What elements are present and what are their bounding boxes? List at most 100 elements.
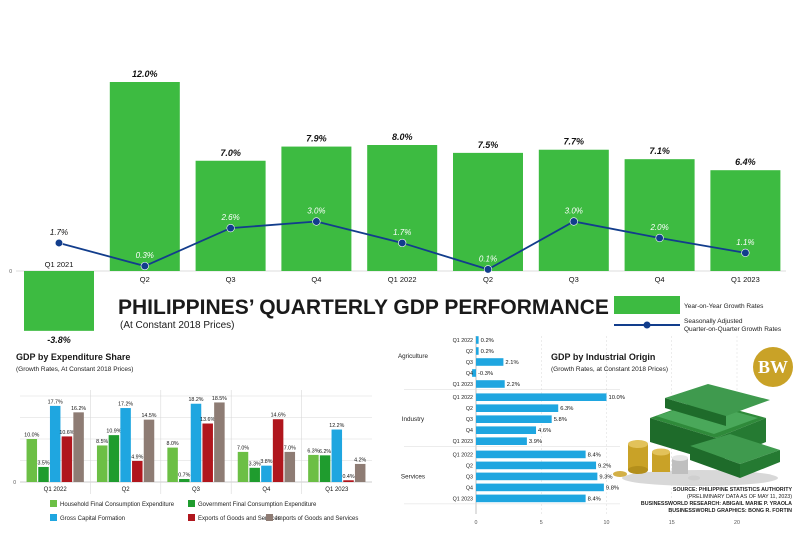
expenditure-value-label: 10.6%	[59, 430, 74, 436]
expenditure-legend-label: Government Final Consumption Expenditure	[198, 502, 317, 508]
expenditure-value-label: 0.7%	[178, 472, 190, 478]
credits-graphics: BUSINESSWORLD GRAPHICS: BONG R. FORTIN	[668, 508, 792, 514]
industry-value-label: -0.3%	[478, 371, 493, 377]
expenditure-value-label: 8.5%	[96, 439, 108, 445]
expenditure-bar	[343, 480, 354, 482]
industry-bar	[476, 461, 597, 470]
expenditure-bar	[143, 419, 155, 482]
qoq-marker	[54, 238, 64, 248]
legend-yoy-label: Year-on-Year Growth Rates	[684, 303, 764, 310]
expenditure-bar	[237, 451, 249, 482]
expenditure-category-label: Q4	[262, 487, 271, 493]
qoq-marker	[312, 217, 321, 226]
qoq-value-label: 0.1%	[479, 254, 497, 263]
industry-group-label: Industry	[402, 416, 425, 423]
expenditure-legend-label: Gross Capital Formation	[60, 516, 125, 522]
industry-row-label: Q1 2022	[453, 338, 473, 344]
industry-value-label: 0.2%	[481, 338, 494, 344]
expenditure-bar	[108, 435, 120, 482]
industry-value-label: 9.2%	[598, 463, 611, 469]
industry-title: GDP by Industrial Origin	[551, 352, 655, 362]
page-title: PHILIPPINES’ QUARTERLY GDP PERFORMANCE	[118, 296, 609, 319]
expenditure-bar	[190, 403, 202, 482]
industry-row-label: Q2	[466, 463, 473, 469]
expenditure-legend-swatch	[188, 514, 195, 521]
industry-row-label: Q4	[466, 485, 473, 491]
industry-bar	[476, 347, 479, 355]
credits-source: SOURCE: PHILIPPINE STATISTICS AUTHORITY	[672, 487, 792, 493]
yoy-value-label: 7.1%	[649, 146, 670, 156]
credits-source-note: (PRELIMINARY DATA AS OF MAY 11, 2023)	[687, 494, 792, 500]
industry-tick-label: 20	[734, 520, 740, 526]
expenditure-zero-label: 0	[13, 480, 16, 486]
industry-row-label: Q4	[466, 371, 473, 377]
expenditure-category-label: Q1 2022	[44, 487, 68, 493]
expenditure-value-label: 6.3%	[307, 448, 319, 454]
industry-value-label: 0.2%	[481, 349, 494, 355]
yoy-bar	[538, 149, 609, 271]
quarter-category-label: Q4	[655, 275, 665, 284]
legend-qoq-label-1: Seasonally Adjusted	[684, 318, 743, 325]
qoq-marker	[140, 261, 149, 271]
industry-bar	[472, 369, 476, 377]
industry-tick-label: 0	[475, 520, 478, 526]
expenditure-value-label: 7.0%	[237, 445, 249, 451]
quarter-category-label: Q3	[569, 275, 579, 284]
expenditure-value-label: 14.5%	[141, 413, 156, 419]
qoq-marker	[398, 238, 407, 248]
industry-bar	[476, 380, 505, 388]
expenditure-value-label: 3.3%	[249, 461, 261, 467]
expenditure-legend-label: Imports of Goods and Services	[276, 516, 358, 522]
expenditure-bar	[167, 447, 178, 482]
expenditure-bar	[61, 436, 73, 482]
quarter-category-label: Q1 2022	[388, 275, 417, 284]
businessworld-logo: BW	[753, 347, 793, 387]
industry-row-label: Q1 2023	[453, 496, 473, 502]
yoy-bar	[453, 152, 523, 271]
expenditure-bar	[73, 412, 84, 482]
industry-value-label: 3.9%	[529, 439, 542, 445]
expenditure-bar	[214, 402, 225, 482]
expenditure-value-label: 4.9%	[131, 454, 143, 460]
expenditure-bar	[284, 451, 296, 482]
yoy-value-label: 7.7%	[564, 137, 585, 147]
qoq-marker	[483, 265, 493, 274]
expenditure-value-label: 17.7%	[48, 399, 63, 405]
expenditure-value-label: 18.5%	[212, 396, 227, 402]
expenditure-categories: Q1 2022 Q2 Q3 Q4 Q1 2023	[44, 487, 349, 493]
yoy-bar	[195, 160, 266, 271]
industry-bar	[476, 404, 559, 412]
expenditure-bar	[354, 463, 366, 482]
quarter-category-label: Q4	[311, 275, 321, 284]
expenditure-legend: Household Final Consumption Expenditure G…	[50, 500, 358, 522]
industry-value-label: 8.4%	[588, 452, 601, 458]
qoq-value-label: 1.7%	[393, 228, 411, 237]
expenditure-value-label: 12.2%	[329, 423, 344, 429]
quarterly-categories: Q1 2021 Q2 Q3 Q4 Q1 2022 Q2 Q3 Q4 Q1 2023	[45, 260, 760, 284]
quarterly-bars: 0	[9, 82, 786, 331]
quarterly-qoq-line: 1.7% 0.3% 2.6% 3.0% 1.7% 0.1% 3.0% 2.0% 1.1%	[50, 207, 755, 274]
industry-bar	[476, 437, 527, 445]
qoq-value-label: 2.6%	[220, 213, 239, 222]
industry-group-label: Agriculture	[398, 353, 429, 360]
qoq-marker	[569, 217, 578, 226]
industry-bar	[476, 426, 537, 434]
expenditure-value-label: 3.8%	[260, 459, 272, 465]
industry-value-label: 6.3%	[560, 406, 573, 412]
industry-row-label: Q2	[466, 349, 473, 355]
industry-row-label: Q1 2022	[453, 395, 473, 401]
expenditure-value-label: 16.2%	[71, 406, 86, 412]
quarter-category-label: Q3	[226, 275, 236, 284]
expenditure-bar	[26, 439, 38, 482]
expenditure-value-label: 10.9%	[106, 429, 121, 435]
quarterly-zero-label: 0	[9, 269, 12, 275]
expenditure-bar	[179, 478, 190, 482]
legend-qoq-label-2: Quarter-on-Quarter Growth Rates	[684, 326, 782, 333]
expenditure-bar	[319, 455, 331, 482]
expenditure-bar	[96, 445, 108, 482]
expenditure-legend-label: Household Final Consumption Expenditure	[60, 502, 175, 508]
yoy-value-label: 8.0%	[392, 132, 413, 142]
quarterly-labels: -3.8% 12.0% 7.0% 7.9% 8.0% 7.5% 7.7% 7.1% 6.4%	[47, 69, 755, 345]
legend-qoq-marker	[643, 321, 651, 329]
industry-subtitle: (Growth Rates, at Constant 2018 Prices)	[551, 366, 668, 373]
